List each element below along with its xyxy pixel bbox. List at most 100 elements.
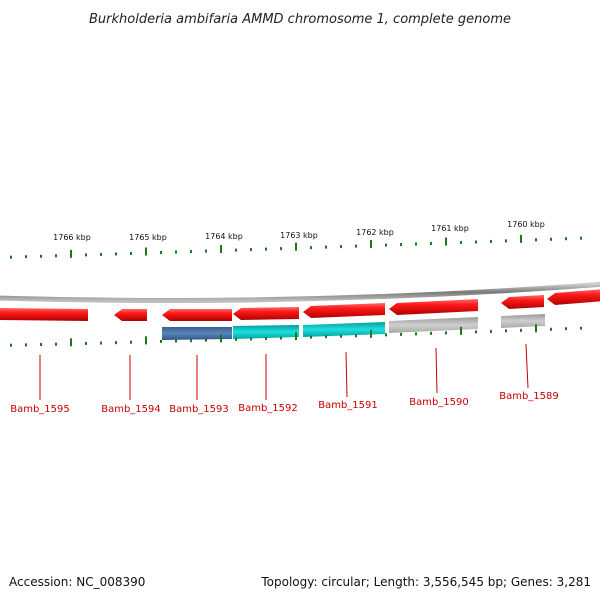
- gene-label-bamb-1593[interactable]: Bamb_1593: [169, 404, 229, 415]
- lower-minor-tick: [505, 329, 507, 333]
- lower-minor-tick: [430, 331, 432, 335]
- lower-minor-tick: [175, 339, 177, 343]
- scale-minor-tick: [190, 250, 192, 254]
- gene-arrow-next[interactable]: [547, 289, 600, 305]
- lower-major-tick: [295, 332, 297, 341]
- scale-minor-tick: [460, 240, 462, 244]
- lower-minor-tick: [100, 341, 102, 345]
- scale-minor-tick: [580, 236, 582, 240]
- scale-minor-tick: [250, 248, 252, 252]
- lower-major-tick: [70, 338, 72, 347]
- gene-label-bamb-1589[interactable]: Bamb_1589: [499, 391, 559, 402]
- gene-arrow-bamb-1594[interactable]: [114, 309, 147, 321]
- scale-major-tick: [520, 234, 522, 243]
- scale-minor-tick: [565, 237, 567, 241]
- gene-track: [0, 289, 600, 321]
- scale-label-1762: 1762 kbp: [356, 228, 394, 237]
- scale-major-tick: [145, 247, 147, 256]
- lower-minor-tick: [385, 333, 387, 337]
- gene-arrow-bamb-1592[interactable]: [233, 307, 299, 320]
- scale-minor-tick: [415, 242, 417, 246]
- scale-label-1763: 1763 kbp: [280, 231, 318, 240]
- lower-minor-tick: [250, 337, 252, 341]
- scale-minor-tick: [475, 240, 477, 244]
- lower-minor-tick: [415, 332, 417, 336]
- scale-minor-tick: [265, 247, 267, 251]
- scale-label-1760: 1760 kbp: [507, 220, 545, 229]
- leader-line-bamb-1590: [435, 347, 438, 394]
- gene-arrow-bamb-1593[interactable]: [162, 309, 232, 321]
- scale-minor-tick: [550, 237, 552, 241]
- lower-minor-tick: [25, 343, 27, 347]
- lower-minor-tick: [520, 328, 522, 332]
- cog-bar-bamb-1590: [389, 317, 478, 333]
- scale-minor-tick: [325, 245, 327, 249]
- scale-labels: 1766 kbp 1765 kbp 1764 kbp 1763 kbp 1762…: [53, 220, 545, 242]
- scale-major-tick: [370, 240, 372, 249]
- lower-minor-tick: [490, 329, 492, 333]
- gene-label-bamb-1595[interactable]: Bamb_1595: [10, 404, 70, 415]
- scale-minor-tick: [130, 251, 132, 255]
- cog-category-track: [162, 314, 545, 340]
- lower-minor-tick: [190, 339, 192, 343]
- lower-minor-tick: [445, 331, 447, 335]
- lower-tick-track: [10, 324, 582, 347]
- scale-minor-tick: [175, 250, 177, 254]
- gene-label-bamb-1592[interactable]: Bamb_1592: [238, 403, 298, 414]
- lower-minor-tick: [565, 327, 567, 331]
- gene-label-bamb-1591[interactable]: Bamb_1591: [318, 400, 378, 411]
- lower-minor-tick: [580, 326, 582, 330]
- gene-label-bamb-1590[interactable]: Bamb_1590: [409, 397, 469, 408]
- lower-minor-tick: [355, 334, 357, 338]
- scale-minor-tick: [85, 253, 87, 257]
- cog-bar-bamb-1591: [303, 322, 385, 337]
- scale-label-1765: 1765 kbp: [129, 233, 167, 242]
- lower-major-tick: [370, 329, 372, 338]
- gene-arrow-bamb-1595[interactable]: [0, 308, 88, 321]
- cog-bar-bamb-1593: [162, 327, 232, 340]
- lower-minor-tick: [40, 343, 42, 347]
- lower-minor-tick: [235, 337, 237, 341]
- scale-major-tick: [70, 249, 72, 258]
- cog-bar-bamb-1592: [233, 325, 299, 339]
- gene-leader-lines: [39, 343, 529, 400]
- lower-minor-tick: [475, 330, 477, 334]
- scale-minor-tick: [205, 249, 207, 253]
- scale-major-tick: [220, 245, 222, 254]
- lower-minor-tick: [115, 341, 117, 345]
- lower-minor-tick: [85, 341, 87, 345]
- scale-minor-tick: [430, 242, 432, 246]
- cog-bar-bamb-1589: [501, 314, 545, 328]
- scale-major-tick: [295, 242, 297, 251]
- lower-minor-tick: [550, 327, 552, 331]
- scale-label-1764: 1764 kbp: [205, 232, 243, 241]
- scale-major-tick: [445, 237, 447, 246]
- gene-label-bamb-1594[interactable]: Bamb_1594: [101, 404, 161, 415]
- lower-minor-tick: [265, 337, 267, 341]
- scale-minor-tick: [310, 246, 312, 250]
- lower-major-tick: [535, 324, 537, 333]
- lower-minor-tick: [280, 336, 282, 340]
- scale-minor-tick: [115, 252, 117, 256]
- scale-minor-tick: [55, 254, 57, 258]
- lower-minor-tick: [340, 334, 342, 338]
- scale-minor-tick: [100, 252, 102, 256]
- lower-major-tick: [145, 336, 147, 345]
- lower-minor-tick: [205, 338, 207, 342]
- scale-minor-tick: [535, 238, 537, 242]
- scale-minor-tick: [160, 251, 162, 255]
- scale-minor-tick: [235, 248, 237, 252]
- gene-arrow-bamb-1589[interactable]: [501, 295, 544, 309]
- scale-minor-tick: [400, 243, 402, 247]
- gene-arrow-bamb-1590[interactable]: [389, 299, 478, 315]
- lower-minor-tick: [400, 332, 402, 336]
- lower-minor-tick: [160, 339, 162, 343]
- scale-minor-tick: [280, 247, 282, 251]
- map-title: Burkholderia ambifaria AMMD chromosome 1…: [89, 12, 511, 27]
- lower-minor-tick: [310, 335, 312, 339]
- scale-label-1766: 1766 kbp: [53, 233, 91, 242]
- scale-minor-tick: [385, 243, 387, 247]
- topology-summary-text: Topology: circular; Length: 3,556,545 bp…: [260, 575, 591, 589]
- gene-arrow-bamb-1591[interactable]: [303, 303, 385, 318]
